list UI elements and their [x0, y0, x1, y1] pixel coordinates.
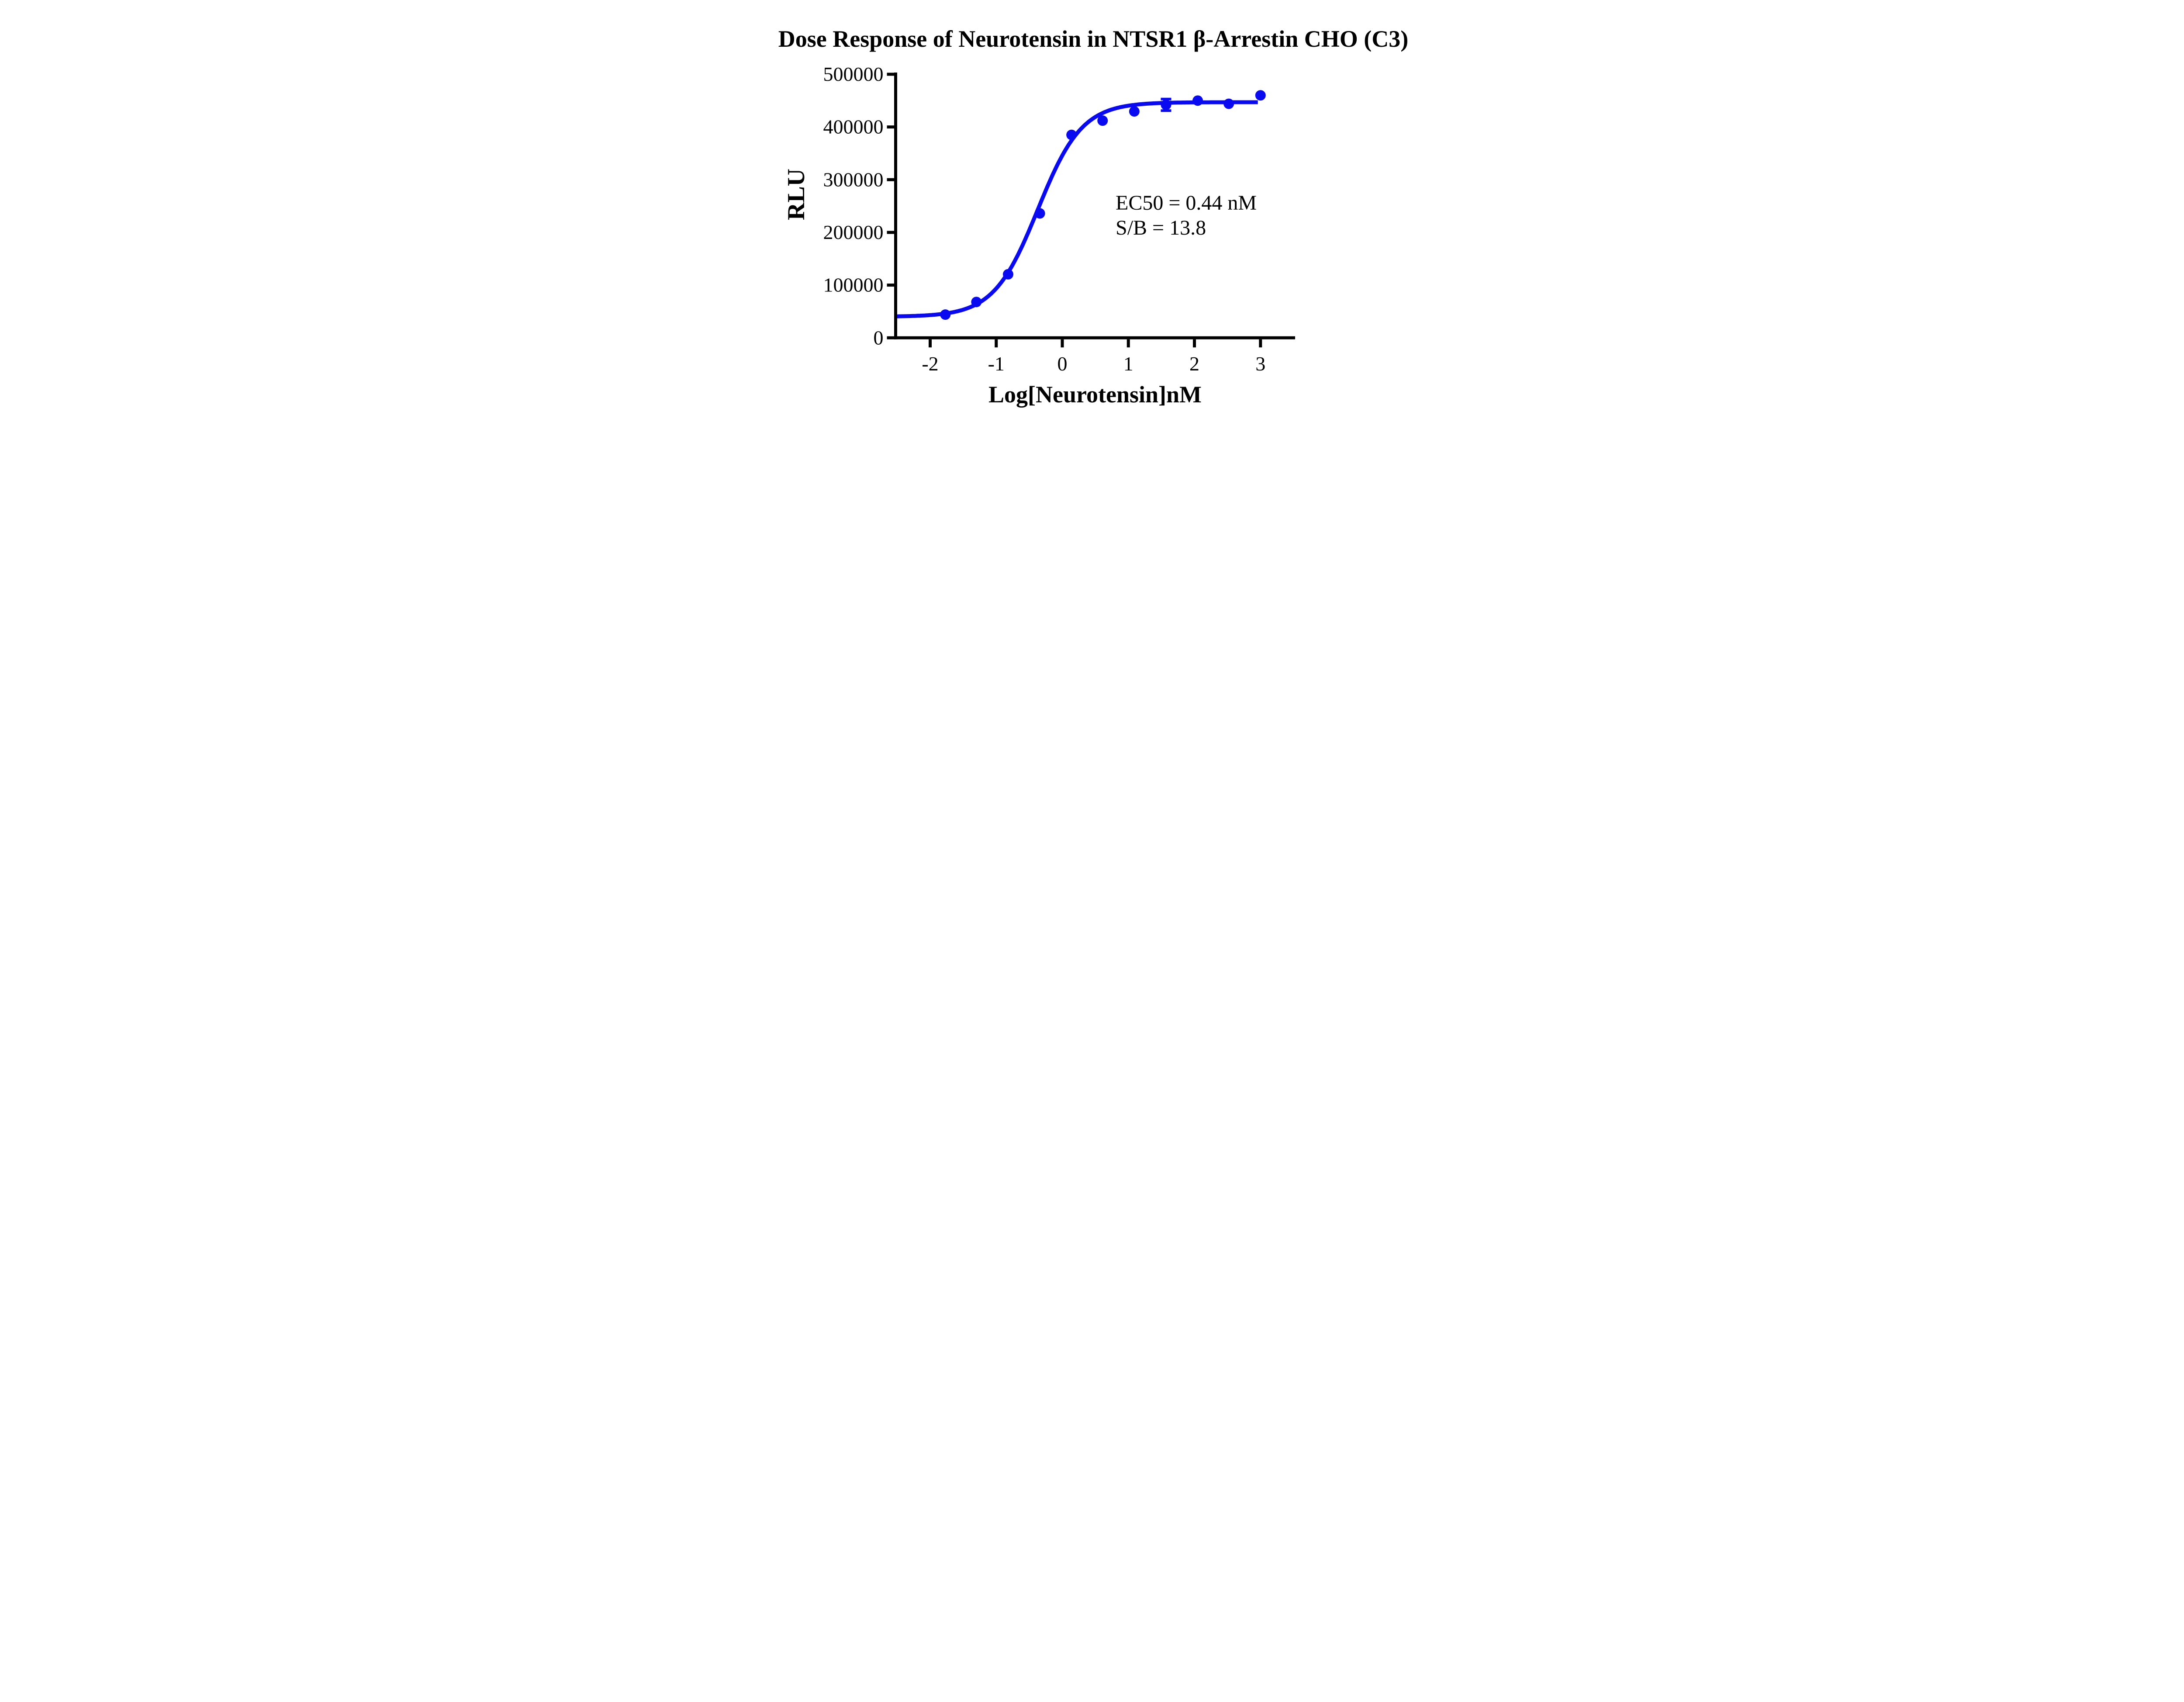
data-point [1034, 208, 1045, 219]
y-axis-title: RLU [783, 169, 810, 220]
x-tick-label: 1 [1123, 353, 1133, 375]
y-tick-label: 300000 [823, 168, 884, 190]
data-point [971, 297, 982, 308]
data-point [1002, 269, 1013, 280]
dose-response-figure: Dose Response of Neurotensin in NTSR1 β-… [735, 0, 1449, 426]
annotation-ec50: EC50 = 0.44 nM [1116, 191, 1257, 214]
y-tick-label: 100000 [823, 274, 884, 296]
annotation-sb: S/B = 13.8 [1116, 216, 1206, 239]
data-point [1097, 115, 1108, 126]
y-tick-label: 200000 [823, 221, 884, 243]
x-tick-label: -2 [922, 353, 938, 375]
data-point [1066, 129, 1077, 140]
y-tick-label: 400000 [823, 116, 884, 138]
x-tick-label: 0 [1057, 353, 1068, 375]
x-axis-title: Log[Neurotensin]nM [988, 381, 1202, 408]
data-point [1129, 106, 1140, 117]
dose-response-chart: Dose Response of Neurotensin in NTSR1 β-… [778, 26, 1408, 408]
y-tick-label: 500000 [823, 63, 884, 85]
plot-series [896, 90, 1266, 320]
data-point [1223, 98, 1234, 109]
data-point [1161, 99, 1171, 110]
data-point [1255, 90, 1266, 101]
x-tick-label: 2 [1189, 353, 1199, 375]
y-tick-label: 0 [874, 326, 884, 349]
chart-title: Dose Response of Neurotensin in NTSR1 β-… [778, 26, 1408, 52]
x-tick-label: -1 [988, 353, 1005, 375]
data-point [940, 309, 951, 320]
axes: 0 100000 200000 300000 400000 500000 -2 -1 0 1 2 3 [823, 63, 1295, 375]
x-tick-label: 3 [1255, 353, 1265, 375]
data-point [1192, 95, 1203, 106]
